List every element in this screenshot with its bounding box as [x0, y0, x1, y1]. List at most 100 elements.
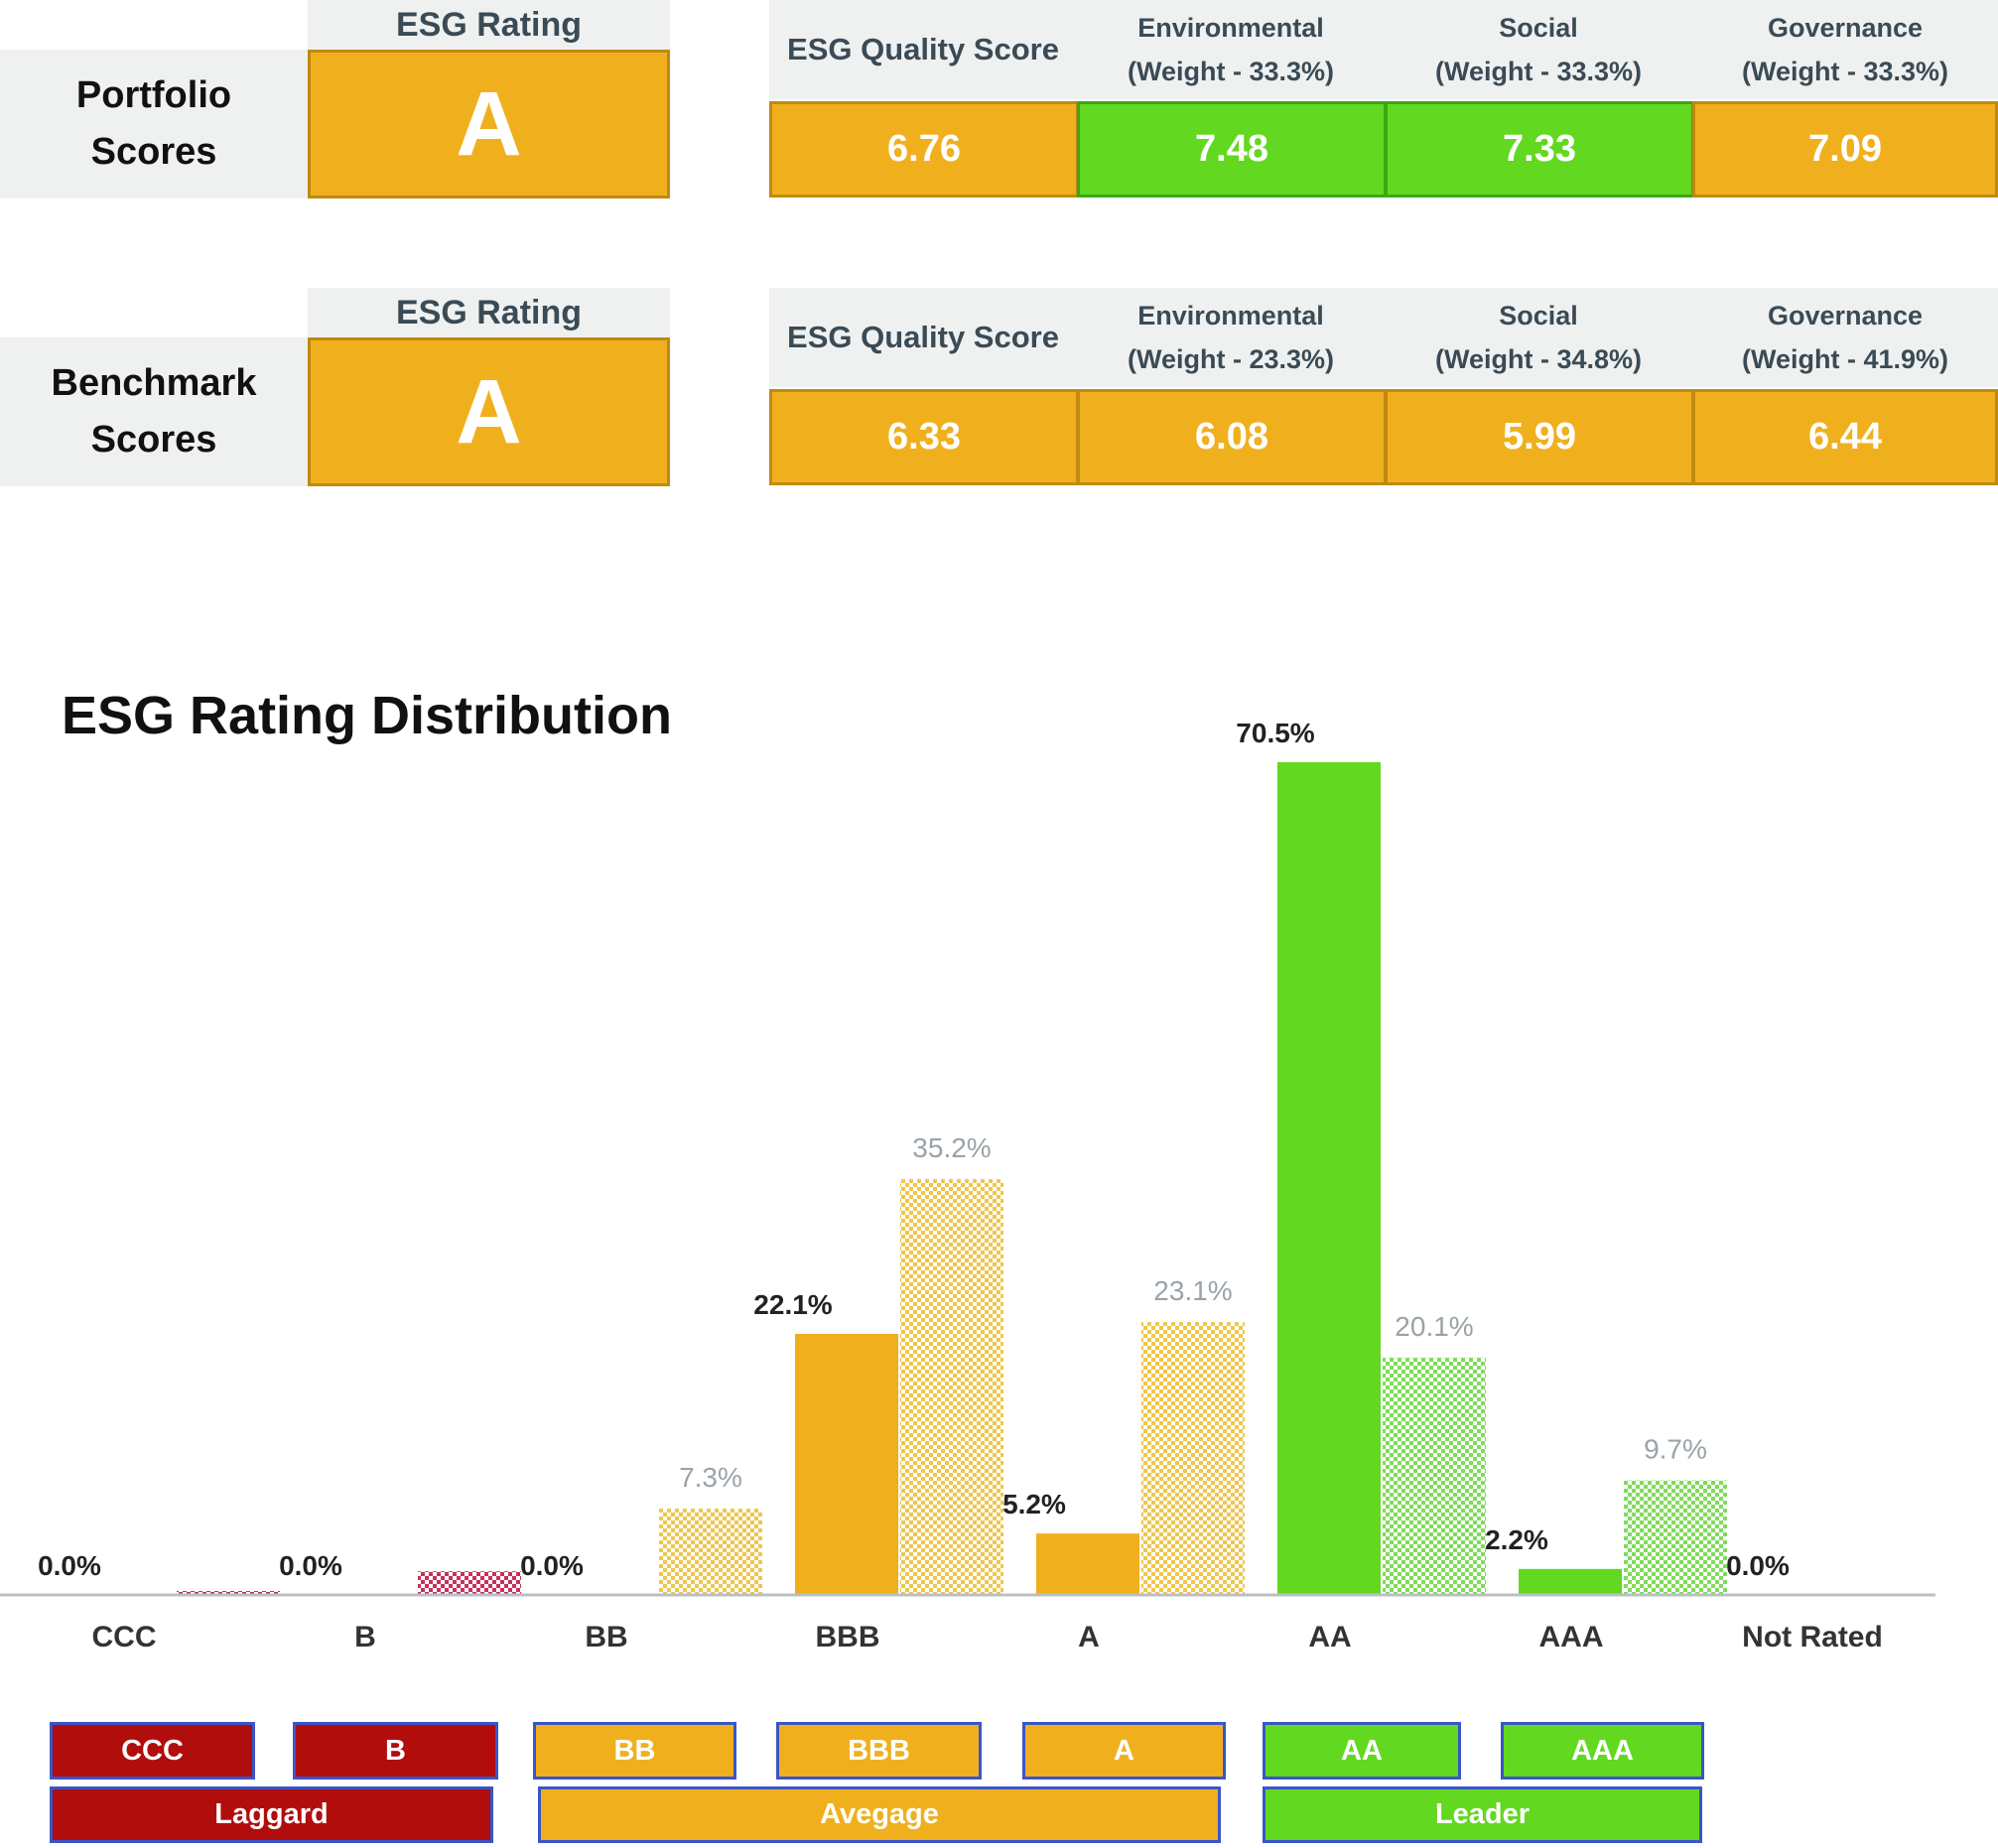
portfolio-bar-label: 0.0%: [38, 1550, 101, 1581]
benchmark-soc-score-text: 5.99: [1503, 416, 1576, 458]
benchmark-gov-score: 6.44: [1692, 389, 1998, 485]
benchmark-label-text: Benchmark Scores: [51, 362, 257, 461]
x-tick-label: AA: [1308, 1621, 1351, 1648]
portfolio-env-score: 7.48: [1077, 101, 1387, 198]
chart-title-text: ESG Rating Distribution: [62, 686, 672, 745]
portfolio-quality-header-text: ESG Quality Score: [787, 32, 1059, 66]
x-tick-label: B: [354, 1621, 376, 1648]
portfolio-scores-label: Portfolio Scores: [0, 50, 308, 198]
portfolio-gov-header-weight: (Weight - 33.3%): [1741, 57, 1949, 86]
benchmark-bar-label: 23.1%: [1153, 1275, 1232, 1306]
portfolio-soc-header-title: Social: [1499, 13, 1578, 43]
portfolio-bar: [1277, 762, 1381, 1595]
benchmark-rating-value: A: [308, 337, 670, 486]
portfolio-bar-label: 0.0%: [520, 1550, 584, 1581]
legend-b-text: B: [385, 1734, 406, 1767]
benchmark-scores-label: Benchmark Scores: [0, 337, 308, 486]
portfolio-bar: [1519, 1568, 1622, 1595]
legend-b: B: [293, 1722, 498, 1780]
legend-bb: BB: [533, 1722, 736, 1780]
benchmark-gov-header: Governance (Weight - 41.9%): [1692, 288, 1998, 387]
portfolio-label-text: Portfolio Scores: [75, 74, 232, 173]
portfolio-soc-score-text: 7.33: [1503, 128, 1576, 170]
portfolio-gov-score: 7.09: [1692, 101, 1998, 198]
benchmark-soc-header-title: Social: [1499, 301, 1578, 330]
legend-laggard-text: Laggard: [214, 1798, 329, 1830]
legend-aaa: AAA: [1501, 1722, 1704, 1780]
x-tick-label: BB: [585, 1621, 627, 1648]
benchmark-bar-label: 35.2%: [912, 1132, 991, 1163]
portfolio-bar-label: 2.2%: [1485, 1524, 1548, 1555]
x-tick-label: CCC: [92, 1621, 157, 1648]
portfolio-quality-score: 6.76: [769, 101, 1079, 198]
legend-ccc: CCC: [50, 1722, 255, 1780]
legend-a: A: [1022, 1722, 1226, 1780]
benchmark-bar: [1624, 1480, 1727, 1595]
legend-bbb: BBB: [776, 1722, 982, 1780]
portfolio-bar-label: 0.0%: [1726, 1550, 1790, 1581]
chart-title: ESG Rating Distribution: [62, 685, 955, 754]
portfolio-rating-value: A: [308, 50, 670, 198]
benchmark-quality-header-text: ESG Quality Score: [787, 320, 1059, 354]
legend-ccc-text: CCC: [121, 1734, 184, 1767]
legend-average-text: Avegage: [820, 1798, 939, 1830]
benchmark-bar: [177, 1591, 280, 1595]
portfolio-bar-label: 22.1%: [753, 1289, 832, 1320]
portfolio-bar-label: 0.0%: [279, 1550, 342, 1581]
benchmark-bar: [1383, 1357, 1486, 1595]
esg-rating-distribution-chart: 0.0% 0.0% 0.0% 7.3% 22.1% 35.2% 5.2% 23.1% 70.5%…: [0, 718, 1935, 1648]
benchmark-soc-score: 5.99: [1385, 389, 1694, 485]
portfolio-rating-header-text: ESG Rating: [395, 5, 583, 44]
portfolio-soc-header: Social (Weight - 33.3%): [1385, 0, 1692, 99]
portfolio-gov-header-title: Governance: [1767, 13, 1924, 43]
portfolio-soc-header-weight: (Weight - 33.3%): [1434, 57, 1643, 86]
benchmark-bar-label: 9.7%: [1644, 1434, 1707, 1465]
portfolio-rating-text: A: [456, 72, 522, 175]
portfolio-soc-score: 7.33: [1385, 101, 1694, 198]
benchmark-rating-text: A: [456, 360, 522, 462]
benchmark-quality-score-text: 6.33: [887, 416, 961, 458]
benchmark-env-score: 6.08: [1077, 389, 1387, 485]
legend-aa: AA: [1263, 1722, 1461, 1780]
portfolio-rating-header: ESG Rating: [308, 0, 670, 50]
legend-laggard: Laggard: [50, 1786, 493, 1843]
portfolio-bar-label: 5.2%: [1002, 1489, 1066, 1519]
legend-bb-text: BB: [613, 1734, 656, 1767]
benchmark-bar: [900, 1179, 1003, 1595]
benchmark-bar: [659, 1509, 762, 1595]
benchmark-bar: [418, 1571, 521, 1595]
portfolio-env-score-text: 7.48: [1195, 128, 1268, 170]
legend-average: Avegage: [538, 1786, 1221, 1843]
benchmark-env-header: Environmental (Weight - 23.3%): [1077, 288, 1385, 387]
portfolio-quality-header: ESG Quality Score: [769, 0, 1077, 99]
portfolio-quality-score-text: 6.76: [887, 128, 961, 170]
portfolio-bar: [795, 1333, 898, 1595]
portfolio-gov-score-text: 7.09: [1808, 128, 1882, 170]
x-tick-label: Not Rated: [1742, 1621, 1883, 1648]
x-tick-label: AAA: [1539, 1621, 1604, 1648]
benchmark-soc-header: Social (Weight - 34.8%): [1385, 288, 1692, 387]
benchmark-soc-header-weight: (Weight - 34.8%): [1434, 344, 1643, 374]
x-tick-label: BBB: [816, 1621, 880, 1648]
legend-aaa-text: AAA: [1571, 1734, 1634, 1767]
portfolio-gov-header: Governance (Weight - 33.3%): [1692, 0, 1998, 99]
legend-leader: Leader: [1263, 1786, 1702, 1843]
benchmark-quality-header: ESG Quality Score: [769, 288, 1077, 387]
portfolio-env-header-weight: (Weight - 33.3%): [1127, 57, 1335, 86]
benchmark-bar-label: 7.3%: [679, 1462, 742, 1493]
x-tick-label: A: [1078, 1621, 1100, 1648]
benchmark-rating-header-text: ESG Rating: [395, 293, 583, 331]
benchmark-rating-header: ESG Rating: [308, 288, 670, 337]
benchmark-gov-score-text: 6.44: [1808, 416, 1882, 458]
benchmark-bar-label: 20.1%: [1395, 1311, 1473, 1342]
legend-a-text: A: [1114, 1734, 1134, 1767]
benchmark-quality-score: 6.33: [769, 389, 1079, 485]
benchmark-bar: [1141, 1322, 1245, 1595]
portfolio-env-header-title: Environmental: [1137, 13, 1324, 43]
legend-aa-text: AA: [1341, 1734, 1383, 1767]
portfolio-bar-label: 70.5%: [1236, 718, 1314, 748]
benchmark-env-header-title: Environmental: [1137, 301, 1324, 330]
benchmark-gov-header-title: Governance: [1767, 301, 1924, 330]
benchmark-env-header-weight: (Weight - 23.3%): [1127, 344, 1335, 374]
benchmark-env-score-text: 6.08: [1195, 416, 1268, 458]
